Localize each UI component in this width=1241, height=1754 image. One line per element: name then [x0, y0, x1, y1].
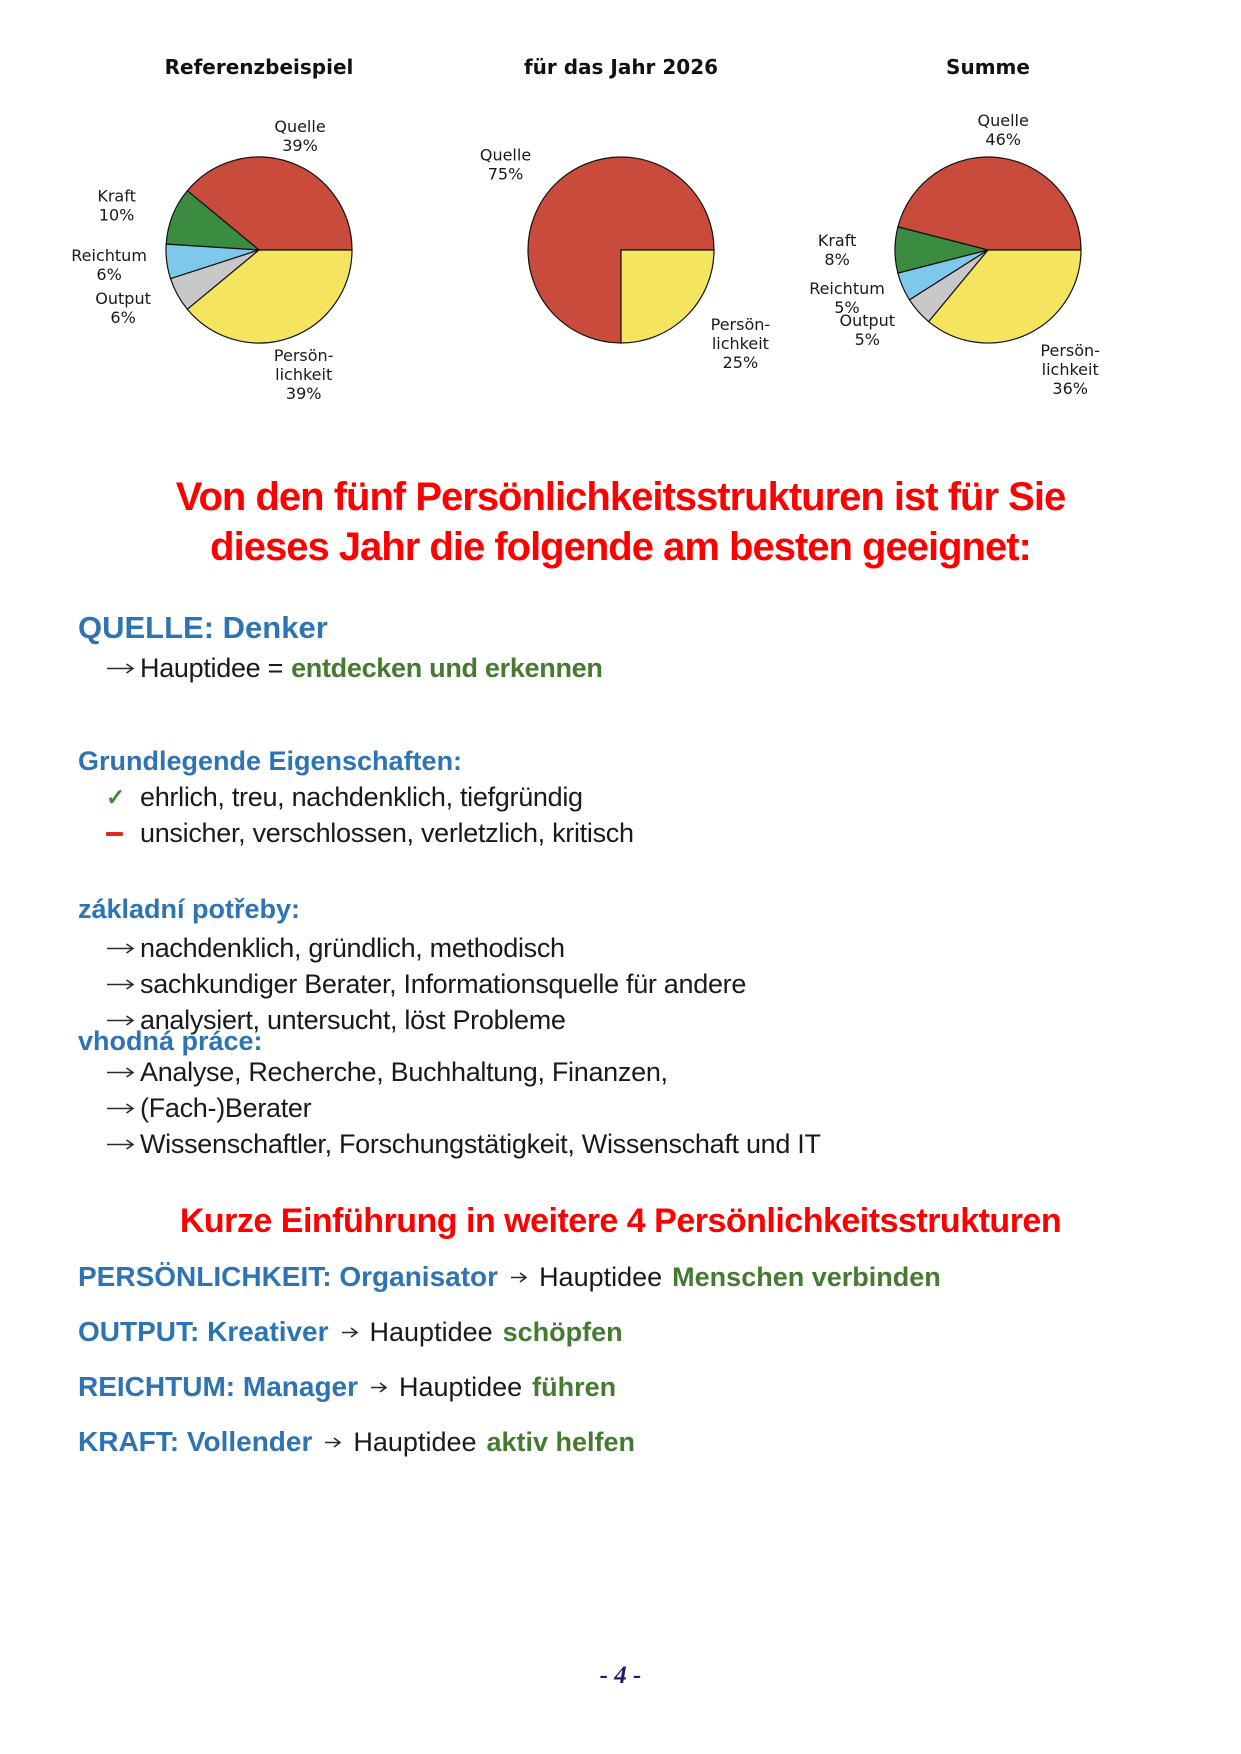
pie-label-output: Output 5%: [840, 311, 896, 349]
arrow-right-icon: [324, 1436, 343, 1449]
negative-trait-row: unsicher, verschlossen, verletzlich, kri…: [78, 818, 634, 849]
pie-label-kraft: Kraft 8%: [818, 231, 857, 269]
chart-title: Referenzbeispiel: [164, 55, 354, 79]
arrow-right-icon: [106, 1066, 140, 1079]
hauptidee-value: Menschen verbinden: [672, 1261, 941, 1292]
personality-type-line: OUTPUT: Kreativer Hauptidee schöpfen: [78, 1315, 941, 1349]
intro-heading: Kurze Einführung in weitere 4 Persönlich…: [179, 1202, 1062, 1240]
hauptidee-value: entdecken und erkennen: [291, 653, 603, 683]
pie-canvas: Quelle 75% Persön-lichkeit 25%: [431, 84, 811, 425]
work-item-text: Wissenschaftler, Forschungstätigkeit, Wi…: [140, 1128, 821, 1159]
arrow-right-icon: [341, 1326, 360, 1339]
chart-title: für das Jahr 2026: [523, 55, 719, 79]
work-item: Analyse, Recherche, Buchhaltung, Finanze…: [78, 1054, 821, 1090]
pie-chart-svg: Quelle 75% Persön-lichkeit 25%: [480, 146, 771, 372]
pie-label-quelle: Quelle 75%: [480, 146, 531, 184]
arrow-right-icon: [106, 1138, 140, 1151]
pie-label-reichtum: Reichtum 5%: [809, 279, 885, 317]
arrow-right-icon: [370, 1381, 389, 1394]
pie-slice-persönlichkeit: [186, 249, 353, 344]
work-item-text: (Fach-)Berater: [140, 1092, 312, 1123]
pie-label-persönlichkeit: Persön-lichkeit 39%: [274, 346, 334, 403]
arrow-right-icon: [510, 1271, 529, 1284]
pie-canvas: Quelle 39% Kraft 10% Reichtum 6% Output 6% Persö…: [69, 84, 449, 425]
arrow-right-icon: [106, 1102, 140, 1115]
personality-type-line: KRAFT: Vollender Hauptidee aktiv helfen: [78, 1425, 941, 1459]
hauptidee-value: führen: [532, 1371, 617, 1402]
pie-chart-svg: Quelle 46% Kraft 8% Reichtum 5%Output 5% Persön…: [809, 111, 1100, 398]
hauptidee-text: Hauptidee: [539, 1261, 663, 1292]
pie-slice-persönlichkeit: [927, 249, 1082, 344]
needs-item: nachdenklich, gründlich, methodisch: [78, 930, 746, 966]
hauptidee-text: Hauptidee: [353, 1426, 477, 1457]
needs-item: analysiert, untersucht, löst Probleme: [78, 1002, 746, 1038]
arrow-right-icon: [106, 978, 140, 991]
needs-list: nachdenklich, gründlich, methodisch sach…: [78, 930, 746, 1038]
positive-trait-row: ✓ ehrlich, treu, nachdenklich, tiefgründ…: [78, 782, 583, 813]
minus-icon: [106, 831, 140, 836]
needs-item-text: nachdenklich, gründlich, methodisch: [140, 932, 565, 963]
arrow-right-icon: [106, 662, 140, 675]
personality-type-line: REICHTUM: Manager Hauptidee führen: [78, 1370, 941, 1404]
hauptidee-text: Hauptidee: [369, 1316, 493, 1347]
pie-canvas: Quelle 46% Kraft 8% Reichtum 5% Output 5% Persön…: [798, 84, 1178, 425]
pie-chart-svg: Quelle 39% Kraft 10% Reichtum 6% Output 6% Persö…: [71, 117, 353, 403]
hauptidee-prefix: Hauptidee =: [140, 653, 284, 683]
pie-slice-quelle: [897, 156, 1082, 251]
pie-label-persönlichkeit: Persön-lichkeit 25%: [711, 315, 771, 372]
needs-item: sachkundiger Berater, Informationsquelle…: [78, 966, 746, 1002]
main-headline-line1: Von den fünf Persönlichkeitsstrukturen i…: [175, 475, 1066, 519]
personality-type-line: PERSÖNLICHKEIT: Organisator Hauptidee Me…: [78, 1260, 941, 1294]
pie-label-quelle: Quelle 46%: [978, 111, 1029, 149]
pie-label-kraft: Kraft 10%: [97, 187, 136, 225]
pie-label-output: Output 6%: [95, 289, 151, 327]
check-icon: ✓: [106, 784, 125, 810]
hauptidee-value: schöpfen: [502, 1316, 623, 1347]
personality-type-lines: PERSÖNLICHKEIT: Organisator Hauptidee Me…: [78, 1260, 941, 1480]
hauptidee-text: Hauptidee: [399, 1371, 523, 1402]
hauptidee-value: aktiv helfen: [486, 1426, 636, 1457]
quelle-section-title: QUELLE: Denker: [78, 610, 328, 645]
main-headline-line2: dieses Jahr die folgende am besten geeig…: [210, 525, 1032, 569]
type-label: OUTPUT: Kreativer: [78, 1316, 329, 1347]
arrow-right-icon: [106, 942, 140, 955]
needs-item-text: sachkundiger Berater, Informationsquelle…: [140, 968, 747, 999]
chart-title: Summe: [946, 55, 1030, 79]
positive-trait-text: ehrlich, treu, nachdenklich, tiefgründig: [140, 782, 583, 812]
pie-slice-persönlichkeit: [620, 249, 715, 344]
work-item: (Fach-)Berater: [78, 1090, 821, 1126]
type-label: KRAFT: Vollender: [78, 1426, 313, 1457]
work-heading: vhodná práce:: [78, 1026, 263, 1056]
work-item-text: Analyse, Recherche, Buchhaltung, Finanze…: [140, 1056, 668, 1087]
pie-label-persönlichkeit: Persön-lichkeit 36%: [1040, 341, 1100, 398]
pie-label-quelle: Quelle 39%: [274, 117, 325, 155]
type-label: PERSÖNLICHKEIT: Organisator: [78, 1261, 499, 1292]
arrow-right-icon: [106, 1014, 140, 1027]
footer-page-number: - 4 -: [599, 1662, 642, 1689]
hauptidee-line: Hauptidee = entdecken und erkennen: [78, 653, 603, 684]
pie-chart-jahr-2026: für das Jahr 2026 Quelle 75% Persön-lichke…: [431, 54, 811, 425]
eigenschaften-heading: Grundlegende Eigenschaften:: [78, 746, 463, 776]
negative-trait-text: unsicher, verschlossen, verletzlich, kri…: [140, 818, 634, 848]
main-headline: Von den fünf Persönlichkeitsstrukturen i…: [0, 472, 1241, 572]
pie-slice-quelle: [186, 156, 353, 251]
work-item: Wissenschaftler, Forschungstätigkeit, Wi…: [78, 1126, 821, 1162]
pie-chart-referenzbeispiel: Referenzbeispiel Quelle 39% Kraft 10% Reicht…: [69, 54, 449, 425]
needs-item-text: analysiert, untersucht, löst Probleme: [140, 1004, 566, 1035]
pie-slice-quelle: [527, 156, 715, 344]
pie-chart-summe: Summe Quelle 46% Kraft 8% Reichtum 5% Output 5%…: [798, 54, 1178, 425]
type-label: REICHTUM: Manager: [78, 1371, 359, 1402]
work-list: Analyse, Recherche, Buchhaltung, Finanze…: [78, 1054, 821, 1162]
needs-heading: základní potřeby:: [78, 894, 301, 924]
pie-label-reichtum: Reichtum 6%: [71, 246, 147, 284]
